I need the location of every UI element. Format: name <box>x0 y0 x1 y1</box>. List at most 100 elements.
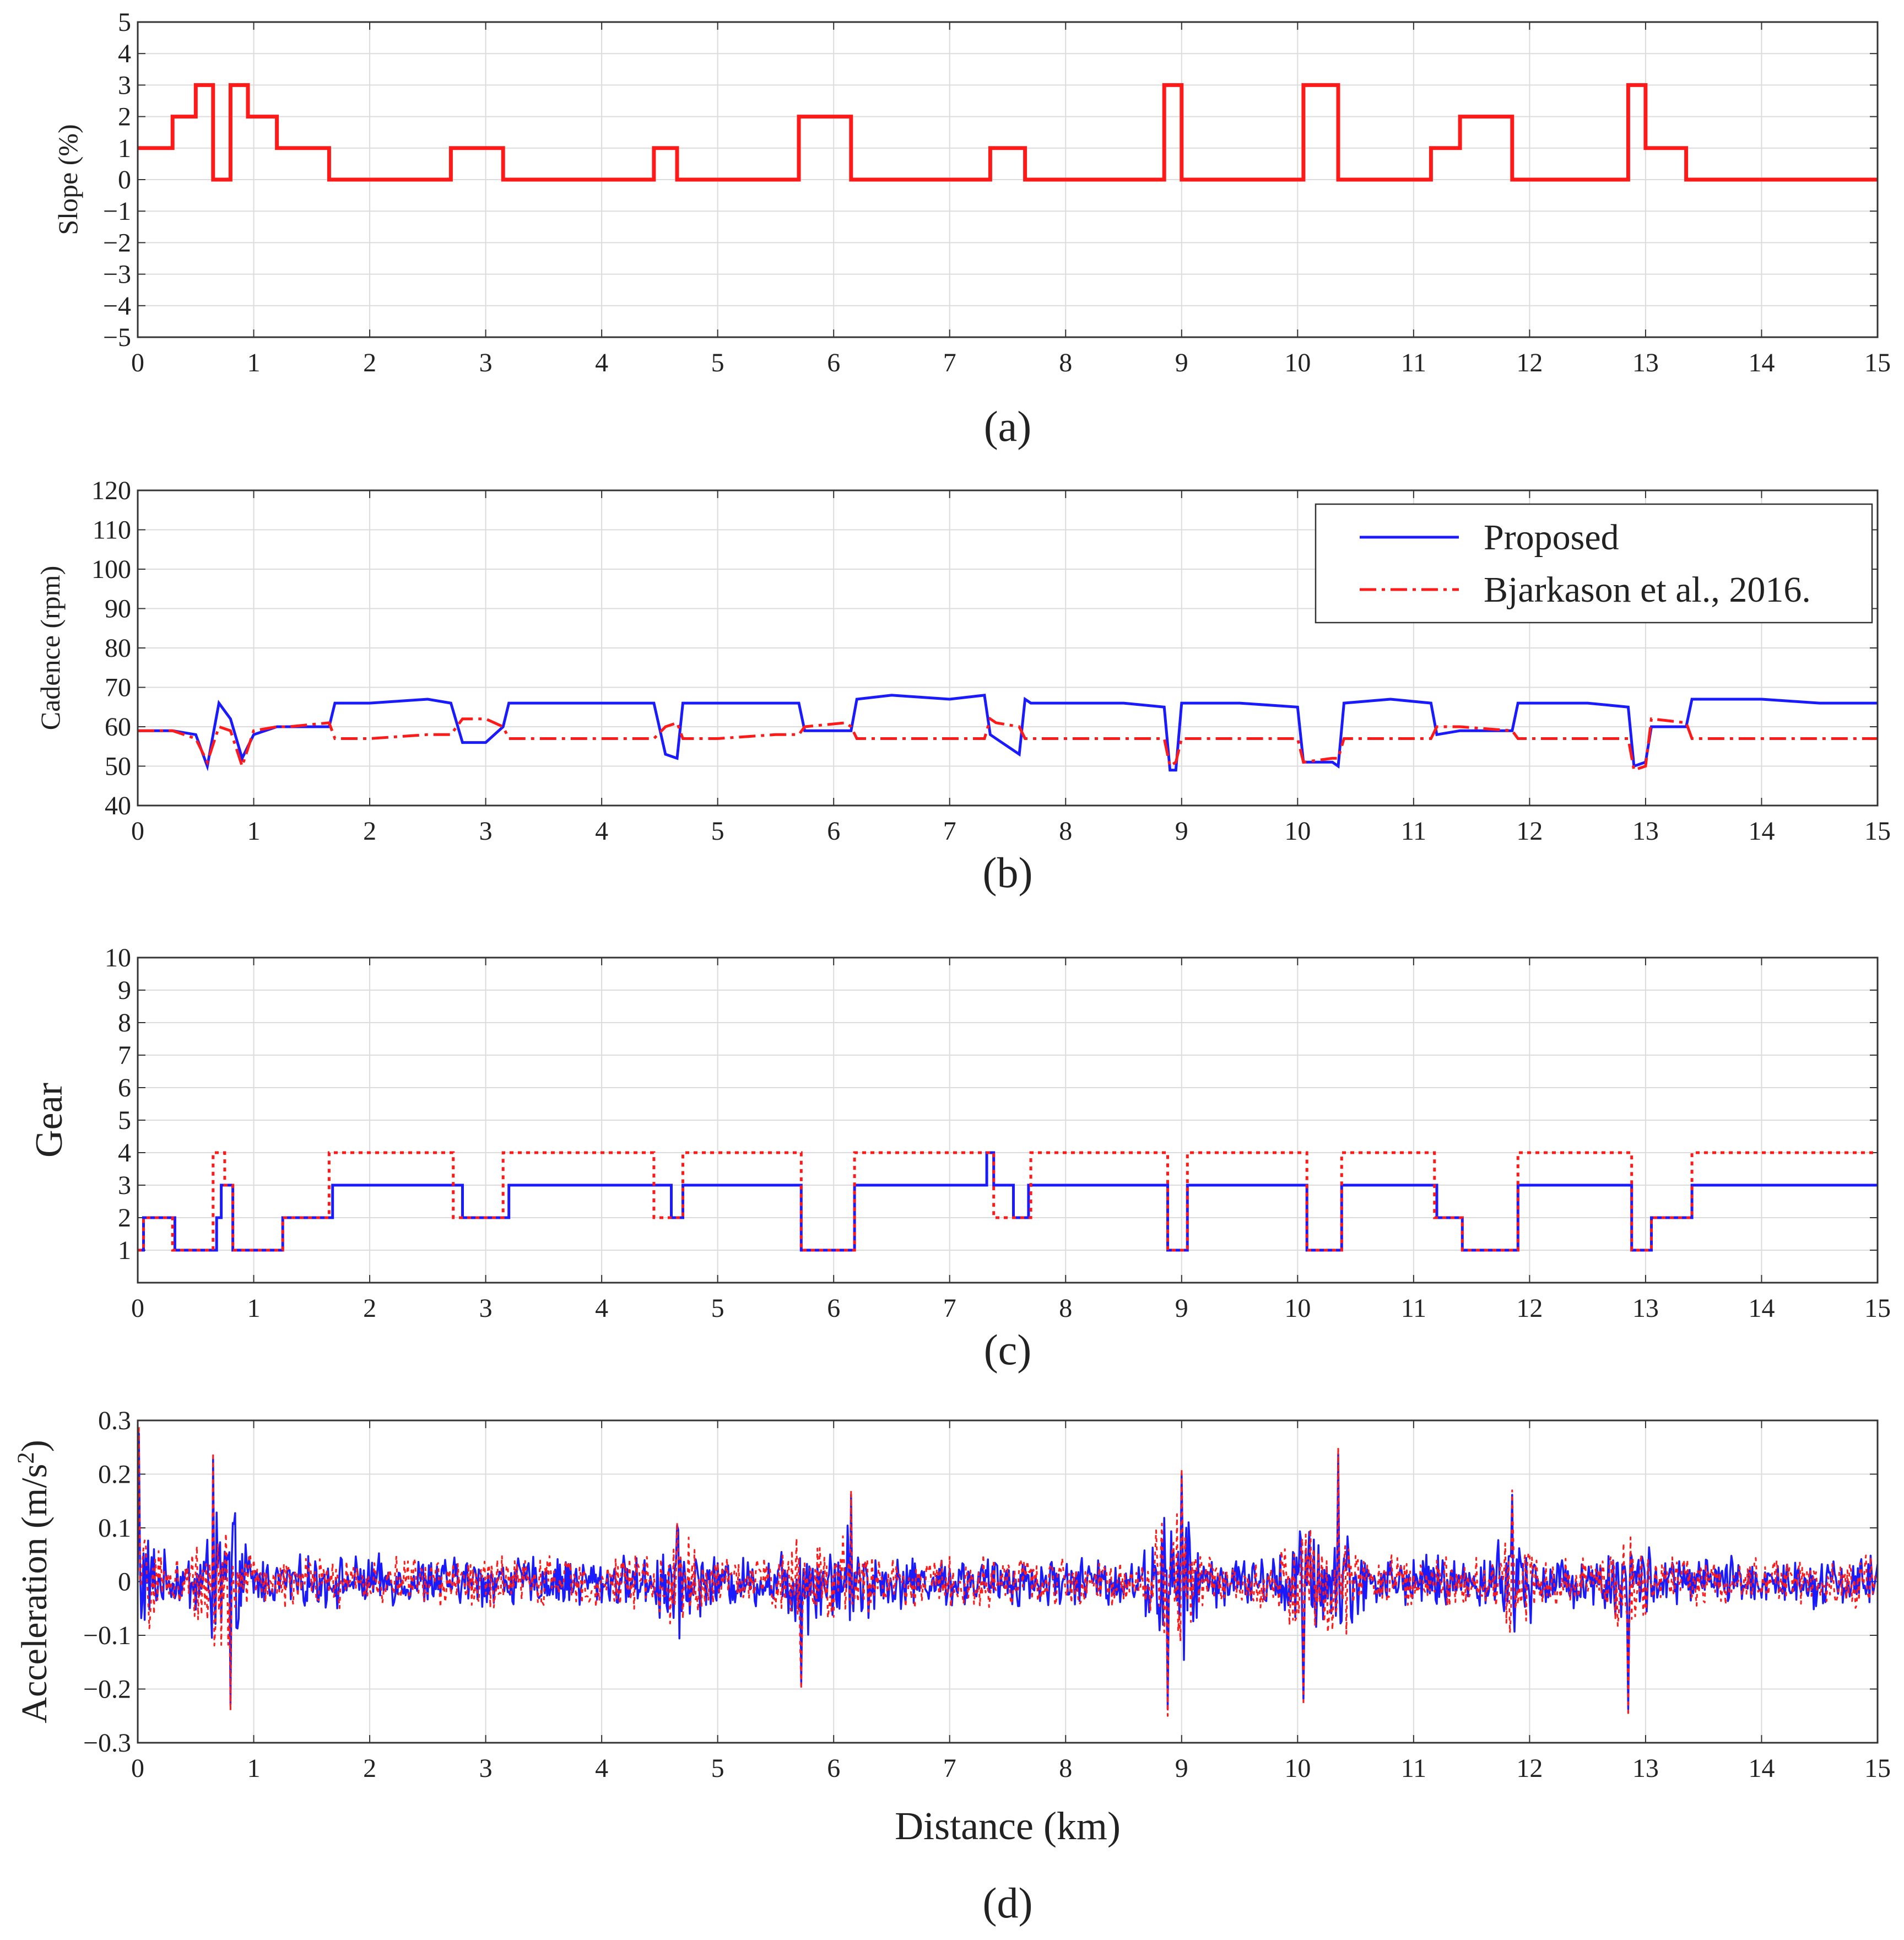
y-tick-label: 3 <box>118 1171 131 1200</box>
x-tick-label: 5 <box>711 817 724 846</box>
x-tick-label: 11 <box>1401 1754 1426 1783</box>
x-tick-label: 10 <box>1284 817 1311 846</box>
y-tick-label: −5 <box>103 323 131 352</box>
x-tick-label: 14 <box>1748 1754 1775 1783</box>
axes-frame <box>137 957 1879 1284</box>
x-tick-label: 7 <box>943 817 956 846</box>
panel-d-acceleration: 0 1 2 3 4 5 6 7 8 9 10 11 12 13 14 15−0.3−0.2−0.100.10.… <box>13 1406 1891 1927</box>
x-tick-label: 15 <box>1864 1294 1891 1323</box>
y-tick-label: −1 <box>103 197 131 226</box>
x-tick-label: 11 <box>1401 348 1426 377</box>
x-tick-label: 12 <box>1516 1294 1543 1323</box>
y-tick-label: 0 <box>118 165 131 194</box>
x-tick-label: 6 <box>827 1754 840 1783</box>
y-axis-label: Gear <box>28 1083 71 1158</box>
y-tick-label: 50 <box>105 752 131 781</box>
y-tick-label: 6 <box>118 1073 131 1103</box>
series-group <box>138 694 1878 772</box>
y-tick-label: −0.2 <box>83 1675 131 1704</box>
y-tick-label: 5 <box>118 8 131 37</box>
x-tick-label: 0 <box>131 817 144 846</box>
x-tick-label: 4 <box>595 817 608 846</box>
x-tick-label: 12 <box>1516 348 1543 377</box>
x-tick-label: 13 <box>1632 817 1659 846</box>
y-tick-label: 1 <box>118 1236 131 1265</box>
y-tick-label: 80 <box>105 634 131 663</box>
x-tick-label: 3 <box>479 817 493 846</box>
y-tick-label: 7 <box>118 1041 131 1070</box>
y-tick-label: 0 <box>118 1568 131 1597</box>
x-tick-label: 9 <box>1175 1754 1188 1783</box>
x-tick-label: 2 <box>363 1754 376 1783</box>
y-tick-label: −3 <box>103 260 131 289</box>
x-tick-label: 0 <box>131 1294 144 1323</box>
x-tick-label: 7 <box>943 348 956 377</box>
x-tick-label: 15 <box>1864 348 1891 377</box>
x-tick-label: 7 <box>943 1294 956 1323</box>
x-tick-label: 9 <box>1175 817 1188 846</box>
y-tick-label: 0.3 <box>98 1406 131 1435</box>
panel-caption: (a) <box>984 402 1032 450</box>
series-group <box>138 1151 1878 1252</box>
y-tick-label: 0.2 <box>98 1460 131 1489</box>
x-tick-label: 14 <box>1748 1294 1775 1323</box>
x-tick-label: 5 <box>711 1294 724 1323</box>
series-line-bjarkason-et-al-2016- <box>138 716 1878 772</box>
x-tick-label: 13 <box>1632 1754 1659 1783</box>
x-tick-label: 14 <box>1748 817 1775 846</box>
panel-b-cadence: 0 1 2 3 4 5 6 7 8 9 10 11 12 13 14 15405060708090100110… <box>35 476 1891 896</box>
x-tick-label: 5 <box>711 1754 724 1783</box>
series-group <box>138 83 1878 182</box>
x-tick-label: 14 <box>1748 348 1775 377</box>
x-tick-label: 13 <box>1632 1294 1659 1323</box>
x-tick-label: 2 <box>363 817 376 846</box>
x-tick-label: 6 <box>827 348 840 377</box>
y-tick-label: 1 <box>118 134 131 163</box>
y-tick-label: −2 <box>103 228 131 257</box>
x-axis-label: Distance (km) <box>895 1804 1121 1848</box>
panel-caption: (b) <box>983 849 1033 896</box>
x-tick-label: 12 <box>1516 817 1543 846</box>
y-tick-label: 90 <box>105 595 131 624</box>
y-tick-label: 70 <box>105 673 131 702</box>
y-tick-label: 100 <box>91 555 131 584</box>
x-tick-label: 2 <box>363 348 376 377</box>
x-tick-label: 11 <box>1401 1294 1426 1323</box>
series-line-slope <box>138 83 1878 182</box>
x-tick-label: 10 <box>1284 1754 1311 1783</box>
x-tick-label: 7 <box>943 1754 956 1783</box>
x-tick-label: 10 <box>1284 348 1311 377</box>
x-tick-label: 6 <box>827 1294 840 1323</box>
legend-box <box>1315 503 1873 624</box>
y-tick-label: 9 <box>118 976 131 1005</box>
y-axis-label: Cadence (rpm) <box>35 566 66 730</box>
y-tick-label: 2 <box>118 1203 131 1233</box>
y-tick-label: 3 <box>118 71 131 100</box>
x-tick-label: 8 <box>1059 1294 1072 1323</box>
x-tick-label: 0 <box>131 348 144 377</box>
x-tick-label: 9 <box>1175 1294 1188 1323</box>
panel-a-slope: 0 1 2 3 4 5 6 7 8 9 10 11 12 13 14 15−5−4−3−2−1012345Sl… <box>52 8 1891 450</box>
axes-frame <box>137 21 1879 338</box>
y-tick-label: −4 <box>103 291 131 321</box>
x-tick-label: 15 <box>1864 817 1891 846</box>
x-tick-label: 0 <box>131 1754 144 1783</box>
y-tick-label: 60 <box>105 712 131 742</box>
x-tick-label: 15 <box>1864 1754 1891 1783</box>
y-tick-label: 4 <box>118 1138 131 1168</box>
y-tick-label: 0.1 <box>98 1514 131 1543</box>
y-tick-label: 8 <box>118 1008 131 1037</box>
x-tick-label: 1 <box>247 348 261 377</box>
x-tick-label: 10 <box>1284 1294 1311 1323</box>
x-tick-label: 6 <box>827 817 840 846</box>
x-tick-label: 4 <box>595 1754 608 1783</box>
x-tick-label: 3 <box>479 1754 493 1783</box>
x-tick-label: 1 <box>247 1754 261 1783</box>
axes-frame <box>137 1419 1879 1744</box>
x-tick-label: 11 <box>1401 817 1426 846</box>
y-tick-label: −0.1 <box>83 1621 131 1650</box>
x-tick-label: 13 <box>1632 348 1659 377</box>
x-tick-label: 8 <box>1059 348 1072 377</box>
